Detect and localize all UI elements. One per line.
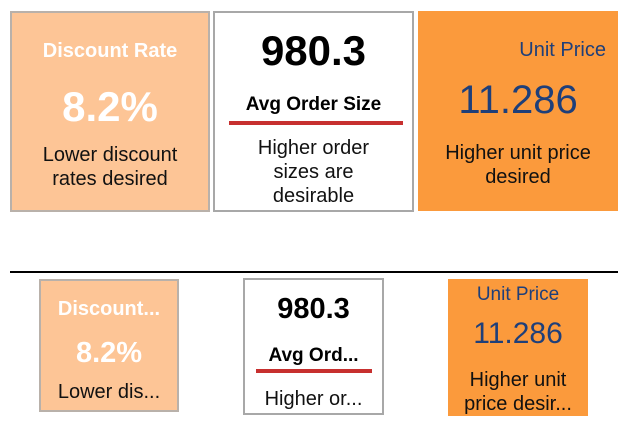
discount-rate-card-small: Discount... 8.2% Lower dis... (39, 279, 179, 412)
card-description-line-1: Higher unit (469, 369, 567, 391)
accent-underline (229, 121, 403, 125)
card-description-line-3: desirable (272, 185, 355, 207)
card-value: 11.286 (458, 78, 578, 122)
card-description-line-1: Lower dis... (57, 381, 161, 403)
card-title: Discount Rate (42, 40, 178, 62)
card-description-line-2: price desir... (464, 393, 572, 415)
card-value: 980.3 (277, 293, 350, 325)
card-title: Unit Price (519, 39, 606, 61)
section-divider (10, 271, 618, 273)
card-title: Avg Ord... (268, 345, 359, 366)
card-description-line-1: Higher order (257, 137, 370, 159)
card-description-line-1: Higher unit price (445, 142, 591, 164)
card-value: 8.2% (62, 83, 158, 130)
card-description-line-2: rates desired (52, 168, 168, 190)
card-title: Discount... (57, 298, 161, 320)
unit-price-card: Unit Price 11.286 Higher unit price desi… (418, 11, 618, 211)
accent-underline (256, 369, 372, 373)
unit-price-card-small: Unit Price 11.286 Higher unit price desi… (448, 279, 588, 416)
card-title: Unit Price (476, 284, 560, 305)
card-description-line-2: sizes are (273, 161, 354, 183)
card-description-line-2: desired (485, 166, 551, 188)
card-value: 11.286 (473, 317, 563, 350)
card-description-line-1: Lower discount (42, 144, 178, 166)
card-value: 8.2% (75, 337, 143, 369)
avg-order-size-card-small: 980.3 Avg Ord... Higher or... (243, 278, 384, 415)
card-description-line-1: Higher or... (264, 388, 363, 410)
card-title: Avg Order Size (245, 94, 382, 115)
discount-rate-card: Discount Rate 8.2% Lower discount rates … (10, 11, 210, 212)
card-value: 980.3 (260, 27, 367, 74)
avg-order-size-card: 980.3 Avg Order Size Higher order sizes … (213, 11, 414, 212)
